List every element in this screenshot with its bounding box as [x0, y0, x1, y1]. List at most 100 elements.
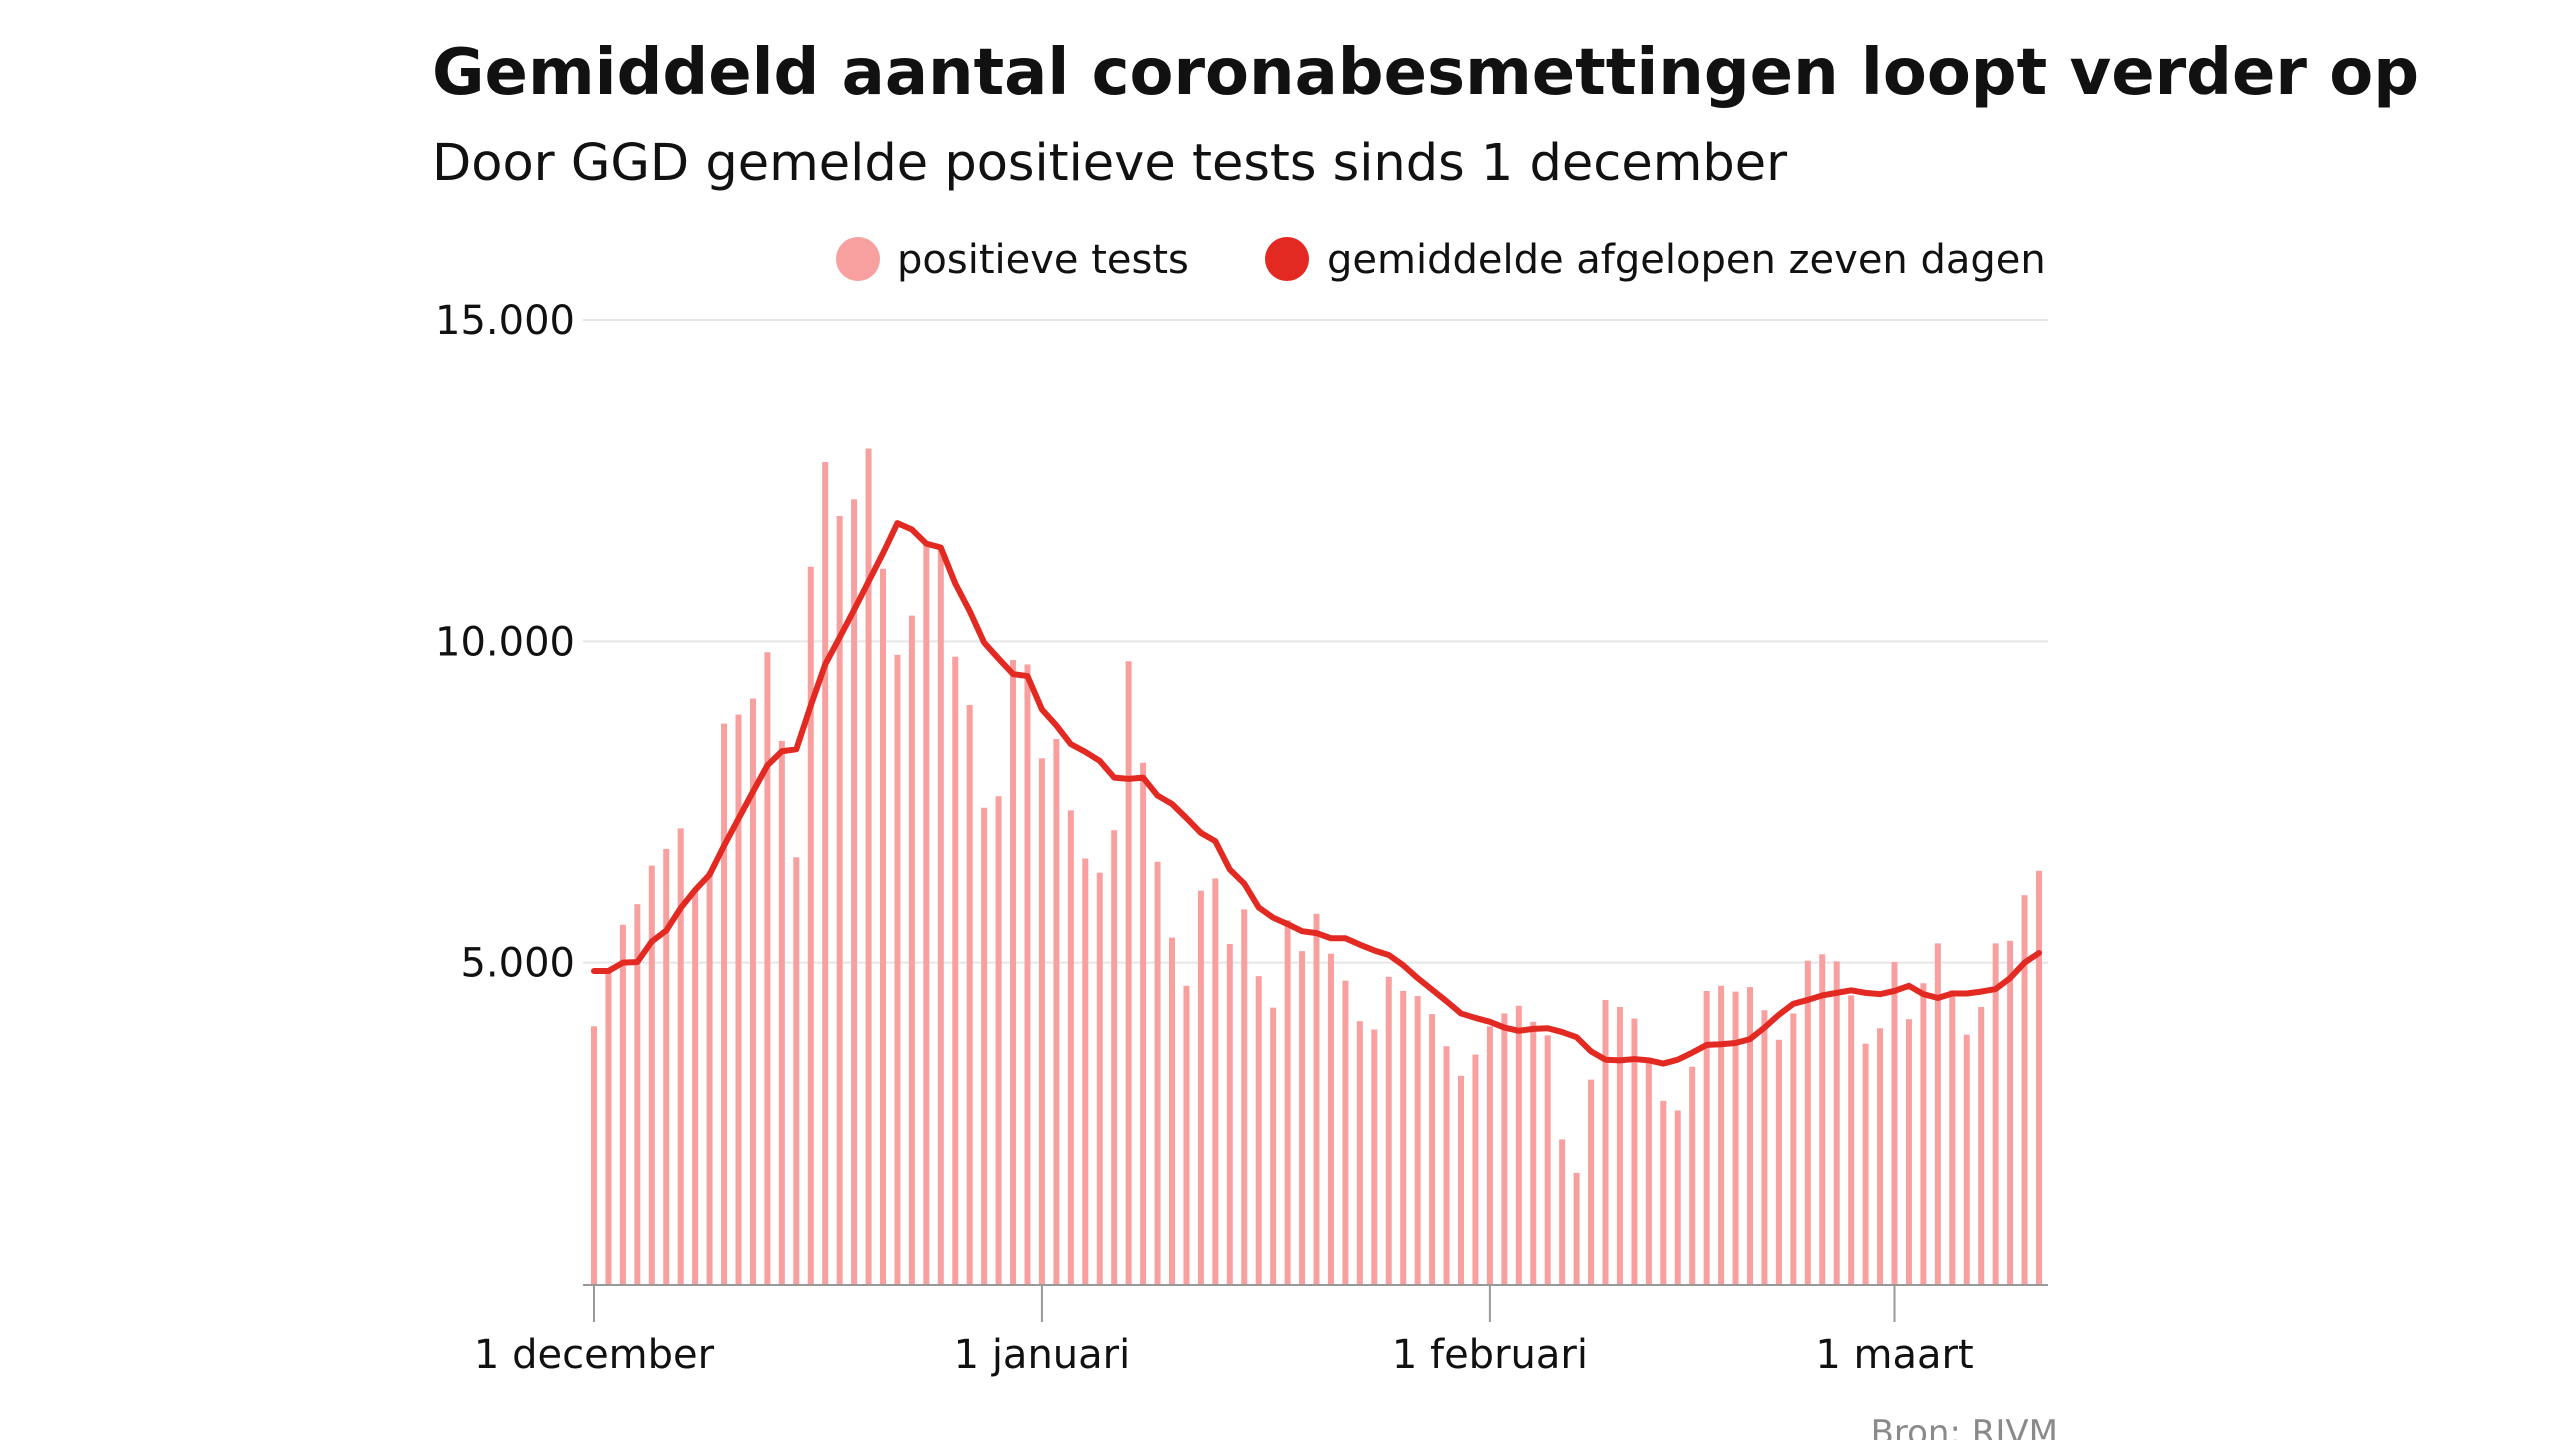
- legend-average-label: gemiddelde afgelopen zeven dagen: [1327, 237, 2046, 283]
- bar-positive-tests: [1400, 990, 1407, 1284]
- chart-title: Gemiddeld aantal coronabesmettingen loop…: [432, 36, 2419, 110]
- bar-positive-tests: [1934, 943, 1941, 1284]
- bar-positive-tests: [605, 972, 612, 1284]
- bar-positive-tests: [1963, 1034, 1970, 1284]
- x-tick-label: 1 januari: [954, 1332, 1131, 1378]
- line-seven-day-average: [591, 520, 2042, 1067]
- bar-positive-tests: [995, 796, 1002, 1284]
- bar-positive-tests: [778, 740, 785, 1284]
- bar-positive-tests: [894, 654, 901, 1284]
- bar-positive-tests: [1197, 890, 1204, 1284]
- bar-positive-tests: [1920, 983, 1927, 1284]
- bar-positive-tests: [1992, 943, 1999, 1284]
- bar-positive-tests: [1848, 995, 1855, 1284]
- bar-positive-tests: [1226, 944, 1233, 1284]
- bar-positive-tests: [1212, 878, 1219, 1284]
- bar-positive-tests: [1949, 990, 1956, 1284]
- bar-positive-tests: [1082, 858, 1089, 1284]
- bar-positive-tests: [1154, 861, 1161, 1284]
- bar-positive-tests: [1891, 962, 1898, 1284]
- bar-positive-tests: [1674, 1110, 1681, 1284]
- bar-positive-tests: [1024, 664, 1031, 1284]
- bar-positive-tests: [1342, 980, 1349, 1284]
- bar-positive-tests: [880, 568, 886, 1284]
- bar-positive-tests: [1096, 872, 1103, 1284]
- bar-positive-tests: [1443, 1046, 1450, 1284]
- bar-positive-tests: [721, 723, 728, 1284]
- bar-positive-tests: [749, 698, 756, 1284]
- line-series: [591, 520, 2042, 1067]
- y-axis-ticks: 5.000 10.000 15.000: [435, 298, 575, 987]
- bar-positive-tests: [966, 704, 973, 1284]
- bar-positive-tests: [2007, 940, 2014, 1284]
- bar-positive-tests: [952, 656, 959, 1284]
- bar-positive-tests: [2036, 870, 2042, 1284]
- bar-positive-tests: [1255, 976, 1262, 1284]
- bar-positive-tests: [937, 546, 944, 1284]
- bar-positive-tests: [1660, 1100, 1667, 1284]
- bar-positive-tests: [851, 499, 858, 1284]
- bar-positive-tests: [1573, 1172, 1580, 1284]
- x-tick-label: 1 maart: [1815, 1332, 1973, 1378]
- bar-positive-tests: [1169, 937, 1175, 1284]
- bar-positive-tests: [634, 904, 641, 1284]
- bar-positive-tests: [1689, 1066, 1696, 1284]
- bar-positive-tests: [1429, 1014, 1436, 1284]
- bar-positive-tests: [1732, 991, 1739, 1284]
- bar-positive-tests: [1544, 1035, 1551, 1284]
- legend: positieve tests gemiddelde afgelopen zev…: [836, 237, 2046, 283]
- bar-positive-tests: [1053, 739, 1060, 1284]
- bar-positive-tests: [1819, 954, 1826, 1284]
- bar-positive-tests: [1010, 659, 1017, 1284]
- bar-positive-tests: [1284, 920, 1291, 1284]
- legend-average-icon: [1265, 237, 1309, 281]
- bar-positive-tests: [1183, 985, 1190, 1284]
- bar-positive-tests: [1703, 990, 1710, 1284]
- bar-positive-tests: [1862, 1043, 1869, 1284]
- bar-positive-tests: [1790, 1013, 1797, 1284]
- bar-positive-tests: [1877, 1028, 1884, 1284]
- bar-positive-tests: [981, 807, 988, 1284]
- bar-positive-tests: [1270, 1007, 1277, 1284]
- bar-positive-tests: [1356, 1021, 1363, 1284]
- bar-positive-tests: [591, 1026, 597, 1284]
- bar-positive-tests: [1458, 1075, 1464, 1284]
- y-tick-label: 5.000: [460, 941, 575, 987]
- bar-positive-tests: [735, 714, 742, 1284]
- bar-positive-tests: [1486, 1026, 1493, 1284]
- bar-positive-tests: [807, 566, 814, 1284]
- bar-positive-tests: [923, 543, 930, 1284]
- bar-positive-tests: [1299, 951, 1306, 1284]
- bar-positive-tests: [1140, 762, 1147, 1284]
- bar-positive-tests: [836, 516, 843, 1284]
- bar-positive-tests: [1775, 1039, 1782, 1284]
- bar-positive-tests: [1588, 1079, 1595, 1284]
- bar-positive-tests: [1241, 909, 1248, 1284]
- bar-positive-tests: [692, 888, 699, 1284]
- bar-positive-tests: [1530, 1021, 1537, 1284]
- bar-positive-tests: [1371, 1029, 1378, 1284]
- x-tick-label: 1 december: [474, 1332, 715, 1378]
- bar-positive-tests: [648, 865, 655, 1284]
- bar-positive-tests: [908, 615, 915, 1284]
- bar-positive-tests: [1111, 830, 1118, 1284]
- bar-positive-tests: [1501, 1013, 1508, 1284]
- bar-positive-tests: [793, 857, 800, 1284]
- bar-positive-tests: [1761, 1010, 1768, 1284]
- bar-positive-tests: [1327, 953, 1334, 1284]
- bar-positive-tests: [1385, 976, 1392, 1284]
- bar-positive-tests: [1616, 1007, 1623, 1284]
- bar-positive-tests: [1747, 987, 1753, 1284]
- bar-positive-tests: [1414, 996, 1421, 1284]
- bar-positive-tests: [1038, 758, 1045, 1284]
- bar-positive-tests: [865, 448, 872, 1284]
- bar-positive-tests: [663, 848, 670, 1284]
- bar-positive-tests: [619, 924, 626, 1284]
- bar-positive-tests: [1631, 1018, 1638, 1284]
- bar-positive-tests: [1645, 1061, 1652, 1284]
- x-axis-ticks: 1 december 1 januari 1 februari 1 maart: [474, 1285, 1974, 1378]
- y-tick-label: 10.000: [435, 619, 575, 665]
- bar-positive-tests: [1718, 985, 1725, 1284]
- bar-series: [591, 448, 2042, 1284]
- bar-positive-tests: [1905, 1019, 1912, 1284]
